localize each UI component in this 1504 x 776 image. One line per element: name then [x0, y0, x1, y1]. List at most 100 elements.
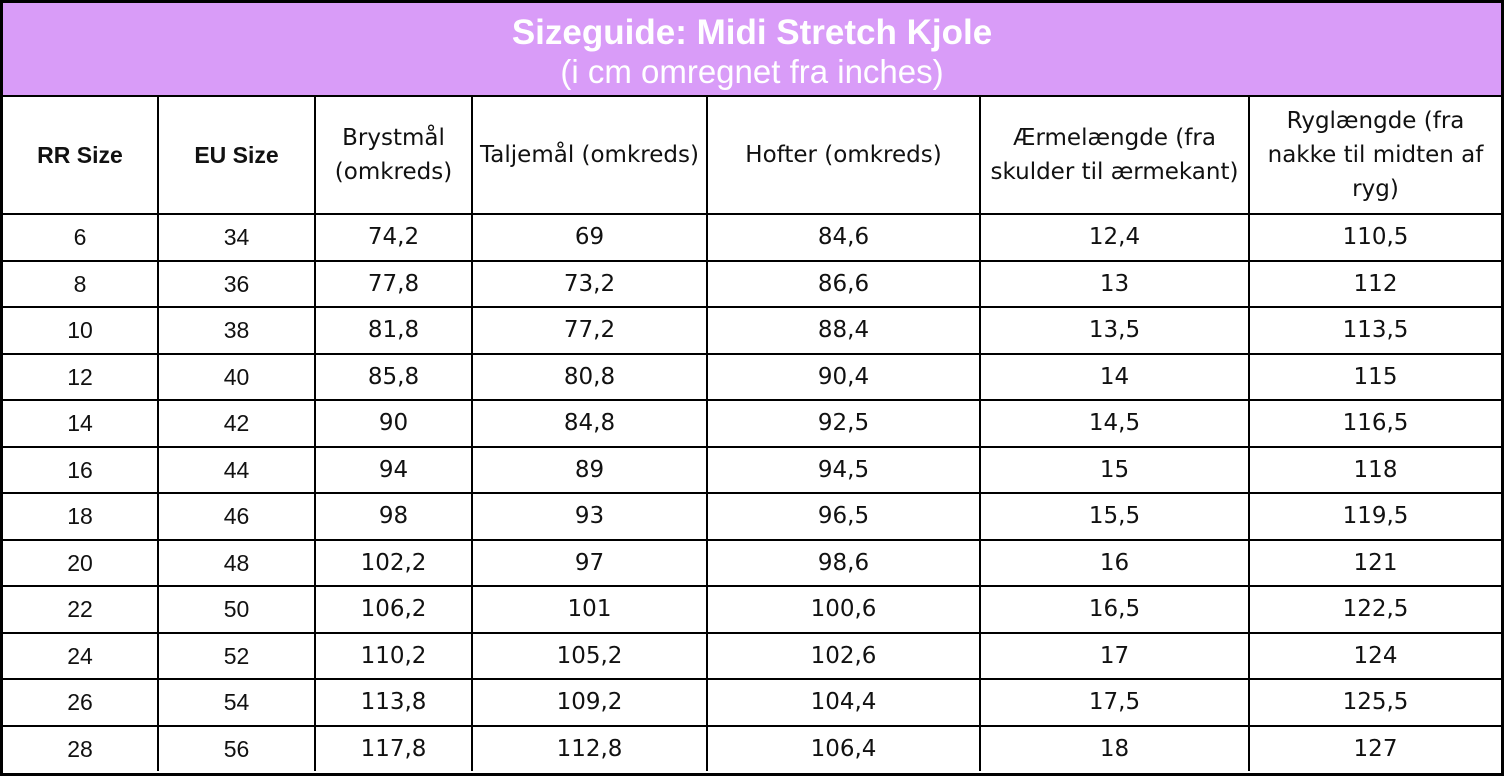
title: Sizeguide: Midi Stretch Kjole: [511, 13, 993, 52]
header-row: RR Size EU Size Brystmål (omkreds) Taljemål…: [3, 97, 1501, 215]
column-header: Brystmål (omkreds): [314, 97, 473, 215]
table-cell: 104,4: [706, 678, 981, 727]
table-cell: 109,2: [471, 678, 708, 727]
table-cell: 15: [979, 445, 1250, 494]
table-cell: 14: [979, 352, 1250, 401]
table-cell: 127: [1248, 724, 1501, 771]
table-cell: 38: [157, 306, 316, 355]
table-row: 18 46 98 93 96,5 15,5 119,5: [3, 492, 1501, 541]
table-cell: 94,5: [706, 445, 981, 494]
table-row: 28 56 117,8 112,8 106,4 18 127: [3, 724, 1501, 771]
table-cell: 42: [157, 399, 316, 448]
table-cell: 92,5: [706, 399, 981, 448]
table-cell: 85,8: [314, 352, 473, 401]
table-row: 20 48 102,2 97 98,6 16 121: [3, 538, 1501, 587]
table-cell: 54: [157, 678, 316, 727]
table-row: 6 34 74,2 69 84,6 12,4 110,5: [3, 213, 1501, 262]
table-cell: 14,5: [979, 399, 1250, 448]
table-cell: 12,4: [979, 213, 1250, 262]
table-cell: 6: [3, 213, 159, 262]
column-header: Hofter (omkreds): [706, 97, 981, 215]
table-cell: 28: [3, 724, 159, 771]
column-header: Taljemål (omkreds): [471, 97, 708, 215]
table-cell: 113,5: [1248, 306, 1501, 355]
table-cell: 93: [471, 492, 708, 541]
table-cell: 84,6: [706, 213, 981, 262]
column-header: Ryglængde (fra nakke til midten af ryg): [1248, 97, 1501, 215]
table-cell: 112: [1248, 259, 1501, 308]
table-cell: 34: [157, 213, 316, 262]
table-cell: 48: [157, 538, 316, 587]
table-cell: 116,5: [1248, 399, 1501, 448]
table-cell: 24: [3, 631, 159, 680]
table-cell: 13: [979, 259, 1250, 308]
table-cell: 100,6: [706, 585, 981, 634]
table-cell: 118: [1248, 445, 1501, 494]
table-cell: 52: [157, 631, 316, 680]
table-cell: 90: [314, 399, 473, 448]
table-cell: 94: [314, 445, 473, 494]
table-cell: 96,5: [706, 492, 981, 541]
table-cell: 46: [157, 492, 316, 541]
table-cell: 89: [471, 445, 708, 494]
column-header: Ærmelængde (fra skulder til ærmekant): [979, 97, 1250, 215]
table-cell: 22: [3, 585, 159, 634]
table-cell: 112,8: [471, 724, 708, 771]
table-cell: 97: [471, 538, 708, 587]
table-row: 26 54 113,8 109,2 104,4 17,5 125,5: [3, 678, 1501, 727]
table-cell: 110,5: [1248, 213, 1501, 262]
subtitle: (i cm omregnet fra inches): [560, 53, 944, 90]
table-cell: 74,2: [314, 213, 473, 262]
table-cell: 40: [157, 352, 316, 401]
table-cell: 18: [3, 492, 159, 541]
column-header: EU Size: [157, 97, 316, 215]
table-row: 8 36 77,8 73,2 86,6 13 112: [3, 259, 1501, 308]
table-cell: 81,8: [314, 306, 473, 355]
table-cell: 10: [3, 306, 159, 355]
table-cell: 16: [979, 538, 1250, 587]
table-cell: 102,2: [314, 538, 473, 587]
table-cell: 102,6: [706, 631, 981, 680]
table-cell: 101: [471, 585, 708, 634]
table-cell: 12: [3, 352, 159, 401]
table-cell: 106,4: [706, 724, 981, 771]
table-cell: 50: [157, 585, 316, 634]
table-cell: 98: [314, 492, 473, 541]
table-cell: 125,5: [1248, 678, 1501, 727]
table-cell: 80,8: [471, 352, 708, 401]
table-cell: 84,8: [471, 399, 708, 448]
table-cell: 15,5: [979, 492, 1250, 541]
table-cell: 124: [1248, 631, 1501, 680]
table-cell: 44: [157, 445, 316, 494]
table-cell: 110,2: [314, 631, 473, 680]
table-cell: 16,5: [979, 585, 1250, 634]
table-cell: 17,5: [979, 678, 1250, 727]
table-cell: 18: [979, 724, 1250, 771]
table-cell: 122,5: [1248, 585, 1501, 634]
size-table: RR Size EU Size Brystmål (omkreds) Taljemål…: [3, 97, 1501, 771]
header: Sizeguide: Midi Stretch Kjole (i cm omre…: [3, 3, 1501, 97]
table-cell: 69: [471, 213, 708, 262]
table-cell: 113,8: [314, 678, 473, 727]
table-cell: 90,4: [706, 352, 981, 401]
table-cell: 119,5: [1248, 492, 1501, 541]
table-cell: 77,2: [471, 306, 708, 355]
table-cell: 105,2: [471, 631, 708, 680]
table-cell: 13,5: [979, 306, 1250, 355]
table-cell: 8: [3, 259, 159, 308]
table-row: 14 42 90 84,8 92,5 14,5 116,5: [3, 399, 1501, 448]
table-row: 22 50 106,2 101 100,6 16,5 122,5: [3, 585, 1501, 634]
table-cell: 117,8: [314, 724, 473, 771]
table-cell: 98,6: [706, 538, 981, 587]
table-cell: 36: [157, 259, 316, 308]
table-cell: 14: [3, 399, 159, 448]
table-cell: 115: [1248, 352, 1501, 401]
table-cell: 20: [3, 538, 159, 587]
table-cell: 86,6: [706, 259, 981, 308]
table-cell: 16: [3, 445, 159, 494]
table-cell: 73,2: [471, 259, 708, 308]
column-header: RR Size: [3, 97, 159, 215]
table-cell: 77,8: [314, 259, 473, 308]
table-row: 12 40 85,8 80,8 90,4 14 115: [3, 352, 1501, 401]
